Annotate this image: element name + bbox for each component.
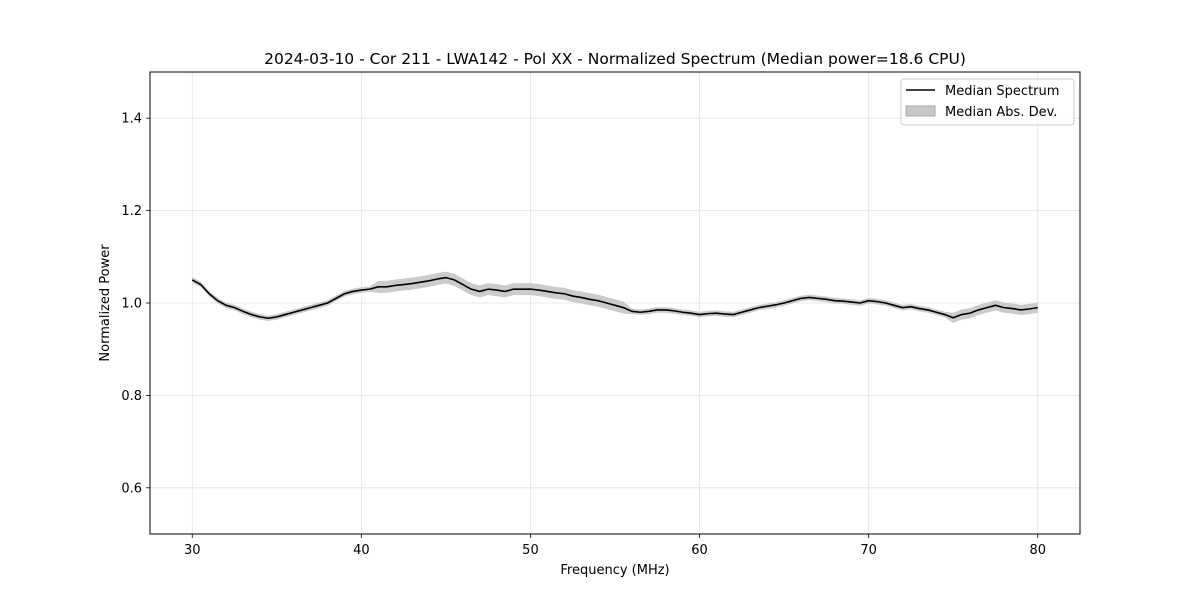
x-tick-label: 40	[353, 543, 370, 558]
y-tick-label: 0.6	[121, 481, 142, 496]
y-axis-ticks: 0.6 0.8 1.0 1.2 1.4	[121, 112, 150, 496]
x-axis-ticks: 30 40 50 60 70 80	[184, 534, 1046, 558]
legend-label-median-spectrum: Median Spectrum	[945, 84, 1059, 99]
y-tick-label: 0.8	[121, 389, 142, 404]
x-tick-label: 50	[522, 543, 539, 558]
legend-band-swatch	[905, 105, 936, 117]
y-tick-label: 1.0	[121, 297, 142, 312]
legend-box	[900, 78, 1075, 126]
x-tick-label: 80	[1029, 543, 1046, 558]
x-tick-label: 70	[860, 543, 877, 558]
y-tick-label: 1.4	[121, 112, 142, 127]
x-axis-label: Frequency (MHz)	[560, 563, 669, 578]
median-line-layer	[191, 276, 1038, 320]
median-spectrum-line	[191, 276, 1038, 320]
x-tick-label: 60	[691, 543, 708, 558]
chart-title: 2024-03-10 - Cor 211 - LWA142 - Pol XX -…	[264, 50, 966, 68]
legend-label-median-abs-dev: Median Abs. Dev.	[945, 105, 1057, 120]
legend: Median Spectrum Median Abs. Dev.	[900, 78, 1075, 126]
x-tick-label: 30	[184, 543, 201, 558]
y-tick-label: 1.2	[121, 204, 142, 219]
y-axis-label: Normalized Power	[98, 244, 113, 362]
